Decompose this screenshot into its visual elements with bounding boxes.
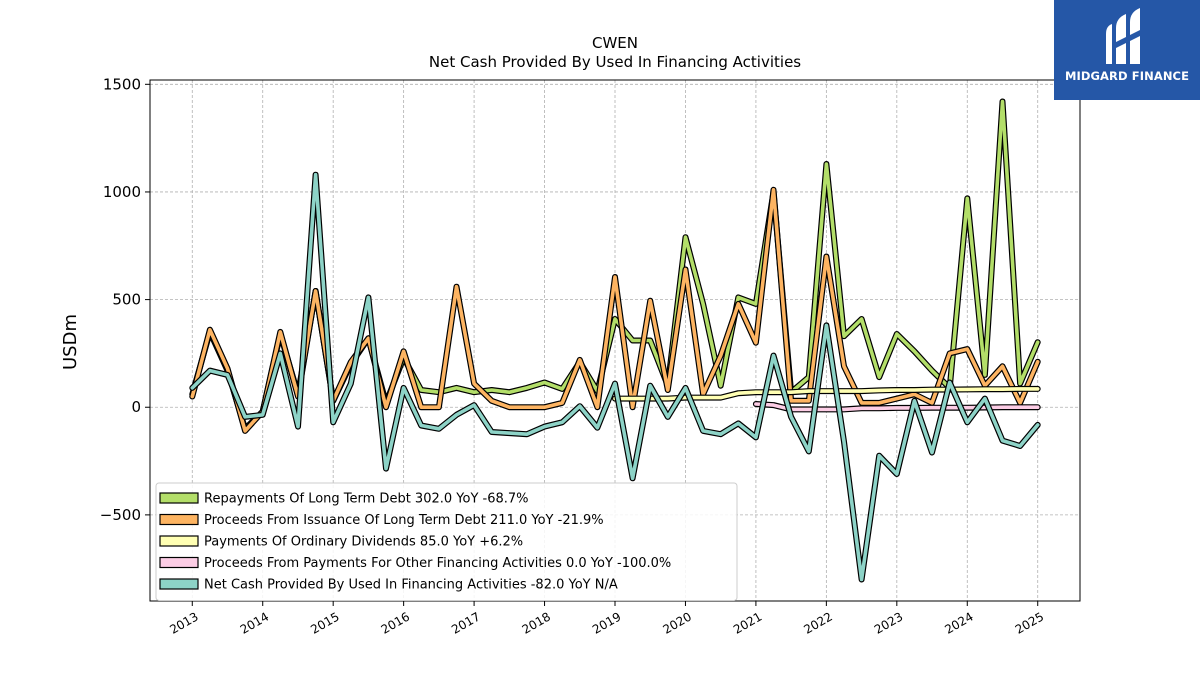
series-line-2 <box>613 387 1040 401</box>
legend-label: Net Cash Provided By Used In Financing A… <box>204 578 618 593</box>
legend-swatch <box>159 492 199 504</box>
series-line-4 <box>190 172 1040 582</box>
logo-text: MIDGARD FINANCE <box>1064 69 1190 83</box>
legend-box <box>155 482 738 601</box>
legend-swatch <box>159 578 199 590</box>
series-lines <box>189 98 1041 583</box>
y-tick-label: 0 <box>131 398 141 416</box>
y-tick-label: 1000 <box>103 183 141 201</box>
midgard-logo-icon <box>1106 8 1140 64</box>
y-tick-label: 1500 <box>103 75 141 93</box>
legend-label: Proceeds From Issuance Of Long Term Debt… <box>204 513 604 528</box>
y-tick-label: 500 <box>112 291 141 309</box>
legend-swatch <box>159 513 199 526</box>
legend: Repayments Of Long Term Debt 302.0 YoY -… <box>155 482 738 601</box>
y-tick-label: −500 <box>100 506 141 524</box>
legend-label: Repayments Of Long Term Debt 302.0 YoY -… <box>204 492 529 507</box>
legend-swatch <box>159 535 199 547</box>
legend-label: Proceeds From Payments For Other Financi… <box>204 556 671 571</box>
y-axis-label: USDm <box>60 314 81 370</box>
legend-swatch <box>159 556 199 569</box>
legend-label: Payments Of Ordinary Dividends 85.0 YoY … <box>204 535 523 550</box>
chart-title: CWEN <box>592 34 638 52</box>
midgard-finance-logo: MIDGARD FINANCE <box>1054 0 1200 100</box>
chart-subtitle: Net Cash Provided By Used In Financing A… <box>429 53 801 71</box>
